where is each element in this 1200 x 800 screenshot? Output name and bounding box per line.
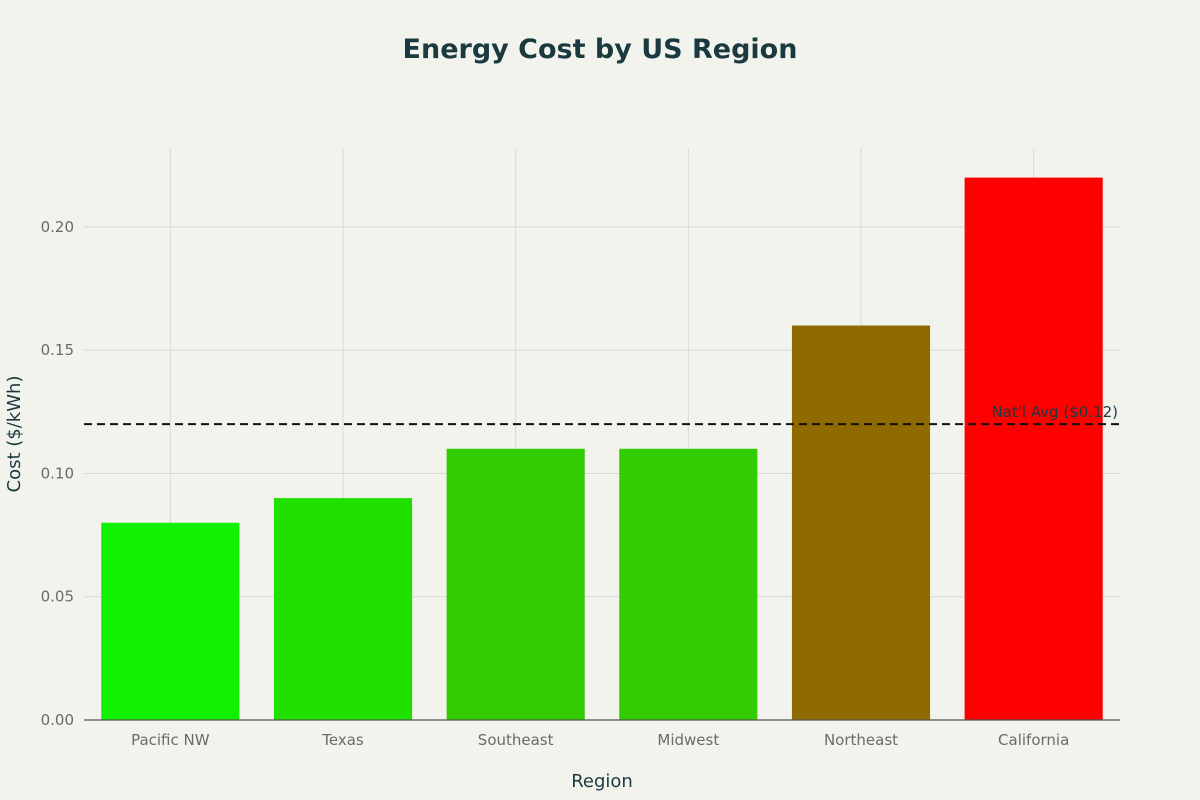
bars — [101, 177, 1103, 721]
y-tick-label: 0.10 — [41, 464, 74, 482]
x-tick-label: Texas — [321, 731, 364, 749]
national-average-label: Nat'l Avg ($0.12) — [991, 403, 1118, 421]
bar-midwest — [619, 448, 758, 720]
y-tick-label: 0.20 — [41, 218, 74, 236]
y-tick-label: 0.00 — [41, 711, 74, 729]
bar-southeast — [446, 448, 585, 720]
x-tick-label: Pacific NW — [131, 731, 210, 749]
x-tick-label: Southeast — [478, 731, 554, 749]
y-tick-label: 0.05 — [41, 588, 74, 606]
x-axis-title: Region — [571, 771, 633, 792]
y-tick-label: 0.15 — [41, 341, 74, 359]
chart-title: Energy Cost by US Region — [403, 34, 798, 65]
axes: 0.00 0.05 0.10 0.15 0.20 Pacific NW Texas South… — [41, 218, 1120, 749]
reference-line-group: Nat'l Avg ($0.12) — [84, 403, 1120, 426]
x-tick-label: Northeast — [824, 731, 898, 749]
x-tick-label: California — [998, 731, 1069, 749]
bar-texas — [273, 498, 413, 720]
bar-california — [964, 177, 1103, 721]
y-axis-title: Cost ($/kWh) — [4, 376, 25, 493]
bar-northeast — [791, 325, 931, 720]
x-tick-label: Midwest — [657, 731, 719, 749]
bar-pacific-nw — [101, 522, 240, 720]
